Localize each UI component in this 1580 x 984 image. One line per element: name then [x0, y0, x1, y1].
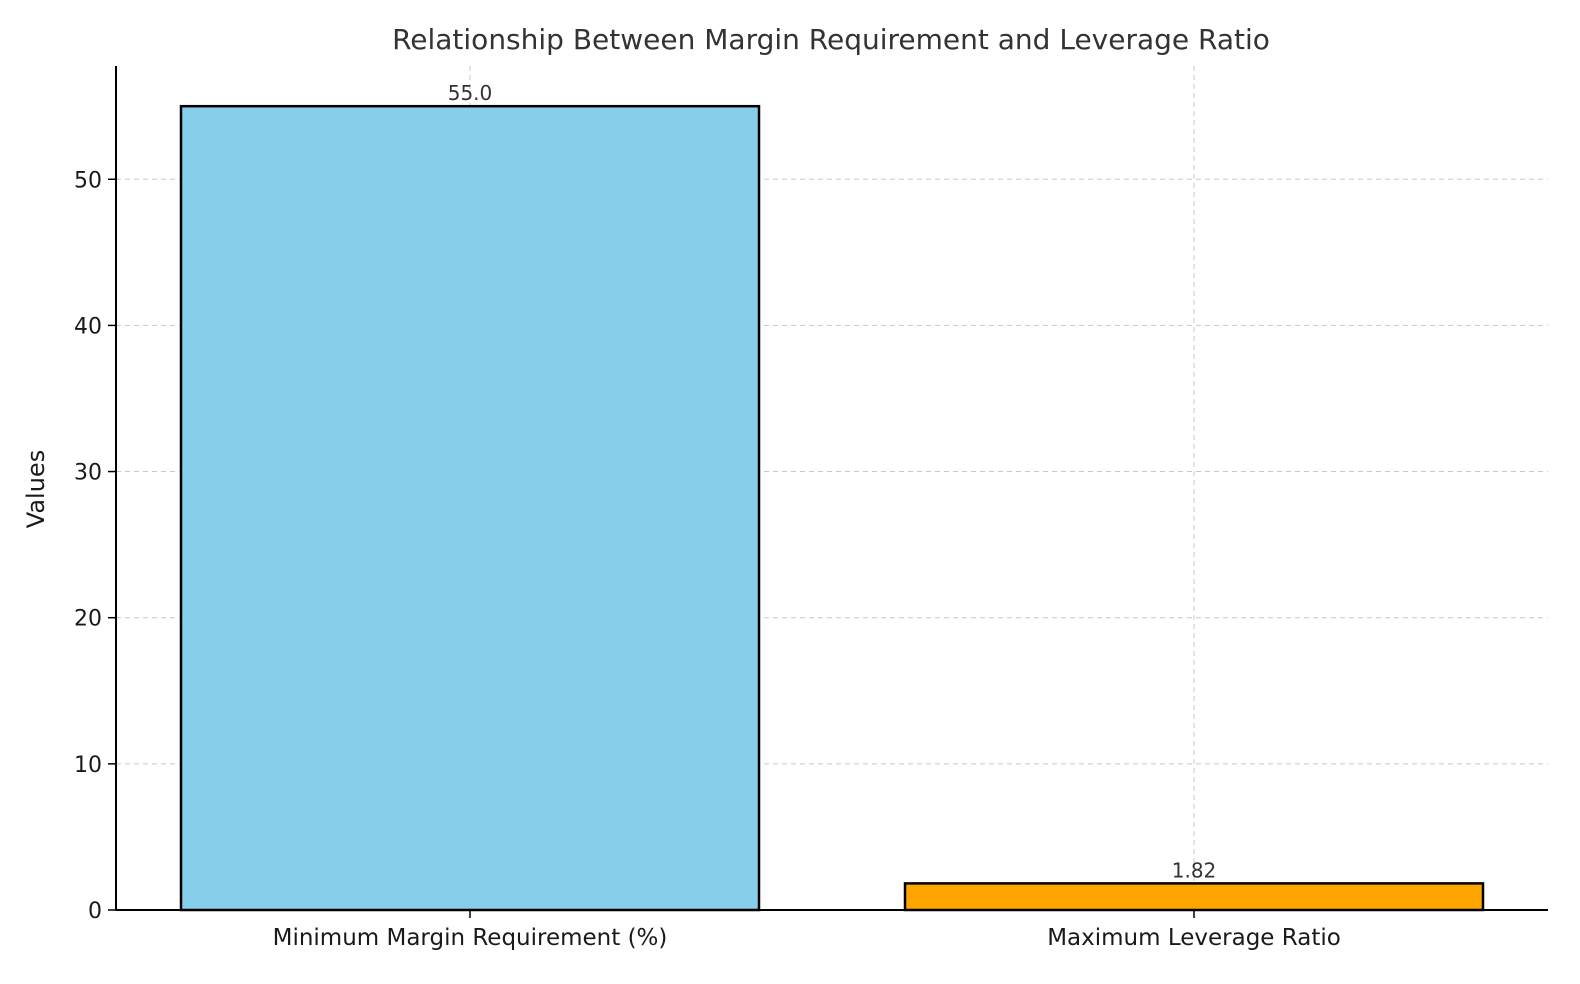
y-tick-label: 0	[88, 899, 102, 924]
y-tick-label: 50	[74, 168, 102, 193]
y-tick-label: 20	[74, 607, 102, 632]
y-tick-label: 10	[74, 753, 102, 778]
bar-value-label: 1.82	[1172, 858, 1217, 882]
bar-value-label: 55.0	[448, 81, 493, 105]
y-tick-label: 40	[74, 314, 102, 339]
x-tick-label: Maximum Leverage Ratio	[1047, 925, 1341, 951]
chart-title: Relationship Between Margin Requirement …	[392, 23, 1270, 56]
bars	[179, 104, 1485, 912]
ticks: 0 10 20 30 40 50 Minimum Margin Requirement (%…	[74, 168, 1341, 951]
y-axis-label: Values	[22, 450, 50, 528]
x-tick-label: Minimum Margin Requirement (%)	[273, 925, 668, 951]
axes	[115, 66, 1548, 911]
y-tick-label: 30	[74, 461, 102, 486]
bar	[903, 882, 1485, 912]
bar-value-labels: 55.0 1.82	[448, 81, 1217, 882]
bar	[179, 104, 761, 912]
